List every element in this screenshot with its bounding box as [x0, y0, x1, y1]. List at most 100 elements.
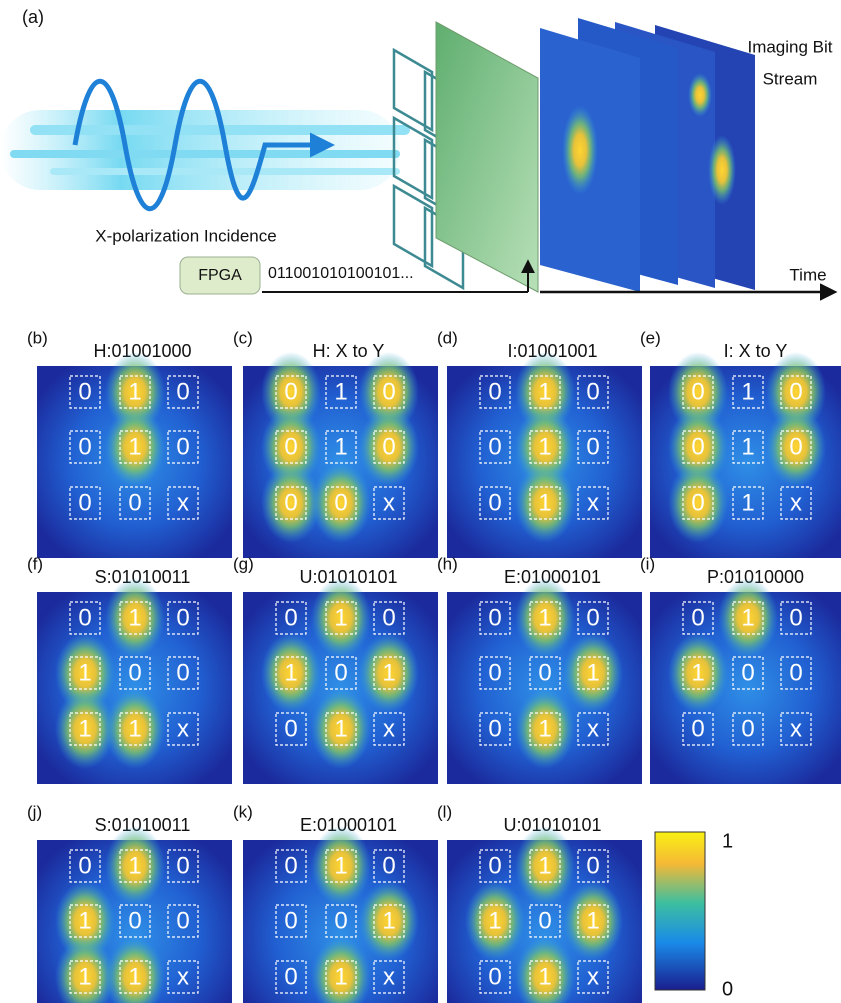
- cell-bit: 1: [382, 659, 395, 686]
- cell-bit: 1: [78, 907, 91, 934]
- cell-bit: 1: [78, 715, 91, 742]
- panel-label: (d): [437, 328, 458, 347]
- cell-bit: 1: [128, 433, 141, 460]
- cell-bit: x: [383, 715, 395, 742]
- panel-label: (g): [233, 554, 254, 573]
- cell-bit: 0: [586, 378, 599, 405]
- cell-bit: 0: [382, 378, 395, 405]
- cell-bit: 0: [176, 659, 189, 686]
- heatmap-panel: (k)E:0100010101000101x: [233, 802, 438, 1003]
- metasurface: [436, 22, 538, 292]
- cell-bit: 0: [128, 489, 141, 516]
- cell-bit: 1: [488, 907, 501, 934]
- cell-bit: 0: [176, 433, 189, 460]
- incidence-label: X-polarization Incidence: [95, 226, 276, 245]
- cell-bit: 0: [284, 963, 297, 990]
- light-beam: [0, 110, 410, 190]
- cell-bit: 0: [382, 433, 395, 460]
- cell-bit: 1: [334, 963, 347, 990]
- colorbar-gradient: [655, 832, 705, 990]
- cell-bit: 1: [538, 378, 551, 405]
- cell-bit: 0: [382, 604, 395, 631]
- cell-bit: 1: [128, 963, 141, 990]
- cell-bit: 0: [741, 659, 754, 686]
- colorbar-min: 0: [722, 978, 733, 1000]
- cell-bit: 1: [538, 715, 551, 742]
- cell-bit: 0: [382, 852, 395, 879]
- cell-bit: 0: [128, 907, 141, 934]
- cell-bit: 0: [789, 659, 802, 686]
- panel-label: (h): [437, 554, 458, 573]
- cell-bit: 0: [78, 433, 91, 460]
- fpga-label: FPGA: [198, 267, 242, 284]
- colorbar-max: 1: [722, 830, 733, 852]
- panel-title: I: X to Y: [724, 341, 788, 361]
- cell-bit: 0: [538, 907, 551, 934]
- cell-bit: 1: [741, 489, 754, 516]
- panel-label: (k): [233, 802, 253, 821]
- heatmap-panel: (b)H:0100100001001000x: [27, 328, 232, 558]
- cell-bit: x: [587, 489, 599, 516]
- cell-bit: 0: [284, 378, 297, 405]
- cell-bit: 0: [176, 907, 189, 934]
- panel-label: (i): [640, 554, 655, 573]
- panels: (b)H:0100100001001000x(c)H: X to Y010010…: [27, 328, 841, 1003]
- stream-label: Stream: [763, 69, 818, 88]
- cell-bit: 0: [691, 433, 704, 460]
- panel-label: (c): [233, 328, 253, 347]
- cell-bit: 0: [284, 433, 297, 460]
- cell-bit: 0: [334, 489, 347, 516]
- cell-bit: 0: [488, 378, 501, 405]
- cell-bit: 0: [789, 604, 802, 631]
- cell-bit: 0: [488, 489, 501, 516]
- cell-bit: 1: [78, 659, 91, 686]
- cell-bit: 0: [741, 715, 754, 742]
- cell-bit: 1: [691, 659, 704, 686]
- cell-bit: 1: [741, 433, 754, 460]
- cell-bit: 0: [284, 715, 297, 742]
- cell-bit: 1: [128, 604, 141, 631]
- cell-bit: 0: [284, 604, 297, 631]
- cell-bit: 1: [586, 659, 599, 686]
- heatmap-panel: (l)U:0101010101010101x: [437, 802, 642, 1003]
- cell-bit: 0: [586, 852, 599, 879]
- heatmap-panel: (i)P:0101000001010000x: [640, 554, 841, 784]
- cell-bit: x: [177, 963, 189, 990]
- panel-a: (a) X-polarization Incidence Imaging Bit…: [0, 7, 834, 294]
- cell-bit: 0: [538, 659, 551, 686]
- cell-bit: 0: [691, 489, 704, 516]
- cell-bit: 1: [586, 907, 599, 934]
- panel-label: (f): [27, 554, 43, 573]
- time-label: Time: [789, 265, 826, 284]
- cell-bit: 1: [538, 489, 551, 516]
- heatmap-panel: (f)S:0101001101010011x: [27, 554, 232, 784]
- figure: (a) X-polarization Incidence Imaging Bit…: [0, 0, 841, 1003]
- cell-bit: 0: [488, 715, 501, 742]
- cell-bit: 0: [488, 852, 501, 879]
- cell-bit: 0: [284, 907, 297, 934]
- cell-bit: 1: [538, 604, 551, 631]
- cell-bit: 1: [334, 604, 347, 631]
- cell-bit: 1: [538, 433, 551, 460]
- cell-bit: 0: [586, 433, 599, 460]
- cell-bit: 0: [78, 604, 91, 631]
- cell-bit: 0: [488, 963, 501, 990]
- cell-bit: 0: [78, 489, 91, 516]
- cell-bit: 1: [382, 907, 395, 934]
- heatmap-panel: (h)E:0100010101000101x: [437, 554, 642, 784]
- cell-bit: 1: [334, 852, 347, 879]
- cell-bit: x: [790, 489, 802, 516]
- cell-bit: 0: [789, 378, 802, 405]
- cell-bit: 0: [176, 852, 189, 879]
- cell-bit: 0: [176, 378, 189, 405]
- cell-bit: 1: [741, 378, 754, 405]
- cell-bit: 0: [78, 852, 91, 879]
- cell-bit: 1: [128, 378, 141, 405]
- panel-label: (a): [22, 7, 44, 27]
- cell-bit: 0: [78, 378, 91, 405]
- cell-bit: x: [177, 715, 189, 742]
- cell-bit: 1: [334, 715, 347, 742]
- sheets: [540, 18, 755, 292]
- cell-bit: 1: [284, 659, 297, 686]
- cell-bit: 0: [691, 604, 704, 631]
